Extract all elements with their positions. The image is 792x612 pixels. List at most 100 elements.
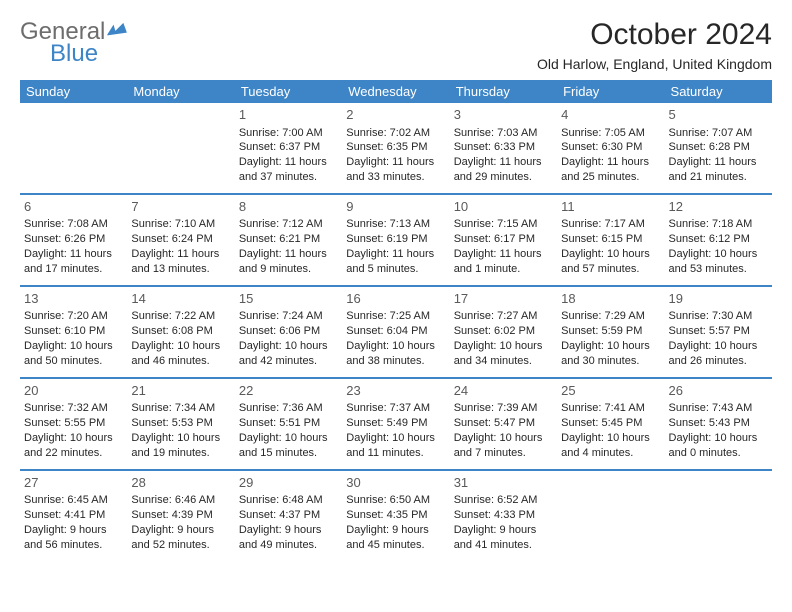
calendar-empty-cell [127,103,234,194]
calendar-week-row: 13Sunrise: 7:20 AMSunset: 6:10 PM Dayligh… [20,286,772,378]
daylight-text: Daylight: 10 hours and 30 minutes. [561,339,660,369]
calendar-week-row: 6Sunrise: 7:08 AMSunset: 6:26 PMDaylight… [20,194,772,286]
sunset-text: Sunset: 4:35 PM [346,508,445,523]
sunset-text: Sunset: 6:33 PM [454,140,553,155]
sunset-text: Sunset: 4:37 PM [239,508,338,523]
sunset-text: Sunset: 6:10 PM [24,324,123,339]
daylight-text: Daylight: 9 hours and 52 minutes. [131,523,230,553]
calendar-day-cell: 17Sunrise: 7:27 AMSunset: 6:02 PMDayligh… [450,286,557,378]
calendar-day-cell: 29Sunrise: 6:48 AMSunset: 4:37 PMDayligh… [235,470,342,561]
day-number: 7 [131,198,230,216]
daylight-text: Daylight: 9 hours and 41 minutes. [454,523,553,553]
calendar-day-cell: 5Sunrise: 7:07 AMSunset: 6:28 PMDaylight… [665,103,772,194]
sunset-text: Sunset: 6:12 PM [669,232,768,247]
sunset-text: Sunset: 5:51 PM [239,416,338,431]
sunrise-text: Sunrise: 7:36 AM [239,401,338,416]
calendar-day-cell: 13Sunrise: 7:20 AMSunset: 6:10 PMDayligh… [20,286,127,378]
calendar-day-cell: 31Sunrise: 6:52 AMSunset: 4:33 PMDayligh… [450,470,557,561]
daylight-text: Daylight: 11 hours and 1 minute. [454,247,553,277]
sunrise-text: Sunrise: 7:20 AM [24,309,123,324]
daylight-text: Daylight: 11 hours and 13 minutes. [131,247,230,277]
sunrise-text: Sunrise: 7:29 AM [561,309,660,324]
sunrise-text: Sunrise: 7:07 AM [669,126,768,141]
page-subtitle: Old Harlow, England, United Kingdom [537,56,772,72]
day-number: 10 [454,198,553,216]
sunset-text: Sunset: 6:08 PM [131,324,230,339]
sunrise-text: Sunrise: 7:22 AM [131,309,230,324]
header: GeneralBlue October 2024 Old Harlow, Eng… [20,18,772,72]
calendar-week-row: 1Sunrise: 7:00 AMSunset: 6:37 PMDaylight… [20,103,772,194]
sunrise-text: Sunrise: 7:30 AM [669,309,768,324]
sunset-text: Sunset: 5:47 PM [454,416,553,431]
sunrise-text: Sunrise: 7:13 AM [346,217,445,232]
weekday-header-row: Sunday Monday Tuesday Wednesday Thursday… [20,80,772,103]
day-number: 4 [561,106,660,124]
daylight-text: Daylight: 10 hours and 42 minutes. [239,339,338,369]
daylight-text: Daylight: 11 hours and 25 minutes. [561,155,660,185]
sunrise-text: Sunrise: 7:27 AM [454,309,553,324]
calendar-day-cell: 28Sunrise: 6:46 AMSunset: 4:39 PMDayligh… [127,470,234,561]
day-number: 6 [24,198,123,216]
calendar-day-cell: 14Sunrise: 7:22 AMSunset: 6:08 PMDayligh… [127,286,234,378]
calendar-day-cell: 7Sunrise: 7:10 AMSunset: 6:24 PMDaylight… [127,194,234,286]
daylight-text: Daylight: 10 hours and 15 minutes. [239,431,338,461]
day-number: 24 [454,382,553,400]
sunrise-text: Sunrise: 7:18 AM [669,217,768,232]
day-number: 21 [131,382,230,400]
daylight-text: Daylight: 10 hours and 38 minutes. [346,339,445,369]
sunrise-text: Sunrise: 7:39 AM [454,401,553,416]
calendar-day-cell: 12Sunrise: 7:18 AMSunset: 6:12 PMDayligh… [665,194,772,286]
calendar-day-cell: 11Sunrise: 7:17 AMSunset: 6:15 PMDayligh… [557,194,664,286]
day-number: 17 [454,290,553,308]
sunrise-text: Sunrise: 7:32 AM [24,401,123,416]
sunrise-text: Sunrise: 7:17 AM [561,217,660,232]
sunset-text: Sunset: 5:53 PM [131,416,230,431]
daylight-text: Daylight: 10 hours and 7 minutes. [454,431,553,461]
daylight-text: Daylight: 11 hours and 9 minutes. [239,247,338,277]
sunset-text: Sunset: 5:43 PM [669,416,768,431]
daylight-text: Daylight: 9 hours and 45 minutes. [346,523,445,553]
sunset-text: Sunset: 5:49 PM [346,416,445,431]
calendar-day-cell: 24Sunrise: 7:39 AMSunset: 5:47 PMDayligh… [450,378,557,470]
sunrise-text: Sunrise: 7:00 AM [239,126,338,141]
logo: GeneralBlue [20,18,129,68]
sunset-text: Sunset: 4:33 PM [454,508,553,523]
calendar-day-cell: 16Sunrise: 7:25 AMSunset: 6:04 PMDayligh… [342,286,449,378]
calendar-day-cell: 18Sunrise: 7:29 AMSunset: 5:59 PMDayligh… [557,286,664,378]
daylight-text: Daylight: 11 hours and 37 minutes. [239,155,338,185]
daylight-text: Daylight: 10 hours and 22 minutes. [24,431,123,461]
sunset-text: Sunset: 5:59 PM [561,324,660,339]
calendar-day-cell: 27Sunrise: 6:45 AMSunset: 4:41 PMDayligh… [20,470,127,561]
weekday-header: Thursday [450,80,557,103]
day-number: 26 [669,382,768,400]
sunrise-text: Sunrise: 7:41 AM [561,401,660,416]
sunrise-text: Sunrise: 6:52 AM [454,493,553,508]
sunset-text: Sunset: 5:45 PM [561,416,660,431]
daylight-text: Daylight: 11 hours and 17 minutes. [24,247,123,277]
daylight-text: Daylight: 10 hours and 57 minutes. [561,247,660,277]
day-number: 29 [239,474,338,492]
sunrise-text: Sunrise: 7:08 AM [24,217,123,232]
day-number: 28 [131,474,230,492]
calendar-day-cell: 21Sunrise: 7:34 AMSunset: 5:53 PMDayligh… [127,378,234,470]
sunrise-text: Sunrise: 7:37 AM [346,401,445,416]
day-number: 12 [669,198,768,216]
sunset-text: Sunset: 6:02 PM [454,324,553,339]
day-number: 3 [454,106,553,124]
day-number: 19 [669,290,768,308]
sunrise-text: Sunrise: 7:34 AM [131,401,230,416]
day-number: 25 [561,382,660,400]
calendar-day-cell: 8Sunrise: 7:12 AMSunset: 6:21 PMDaylight… [235,194,342,286]
sunrise-text: Sunrise: 6:45 AM [24,493,123,508]
day-number: 5 [669,106,768,124]
sunrise-text: Sunrise: 6:48 AM [239,493,338,508]
daylight-text: Daylight: 10 hours and 53 minutes. [669,247,768,277]
logo-text-2: Blue [50,40,129,68]
daylight-text: Daylight: 11 hours and 33 minutes. [346,155,445,185]
sunset-text: Sunset: 6:19 PM [346,232,445,247]
day-number: 14 [131,290,230,308]
day-number: 13 [24,290,123,308]
day-number: 15 [239,290,338,308]
calendar-day-cell: 1Sunrise: 7:00 AMSunset: 6:37 PMDaylight… [235,103,342,194]
sunset-text: Sunset: 6:28 PM [669,140,768,155]
